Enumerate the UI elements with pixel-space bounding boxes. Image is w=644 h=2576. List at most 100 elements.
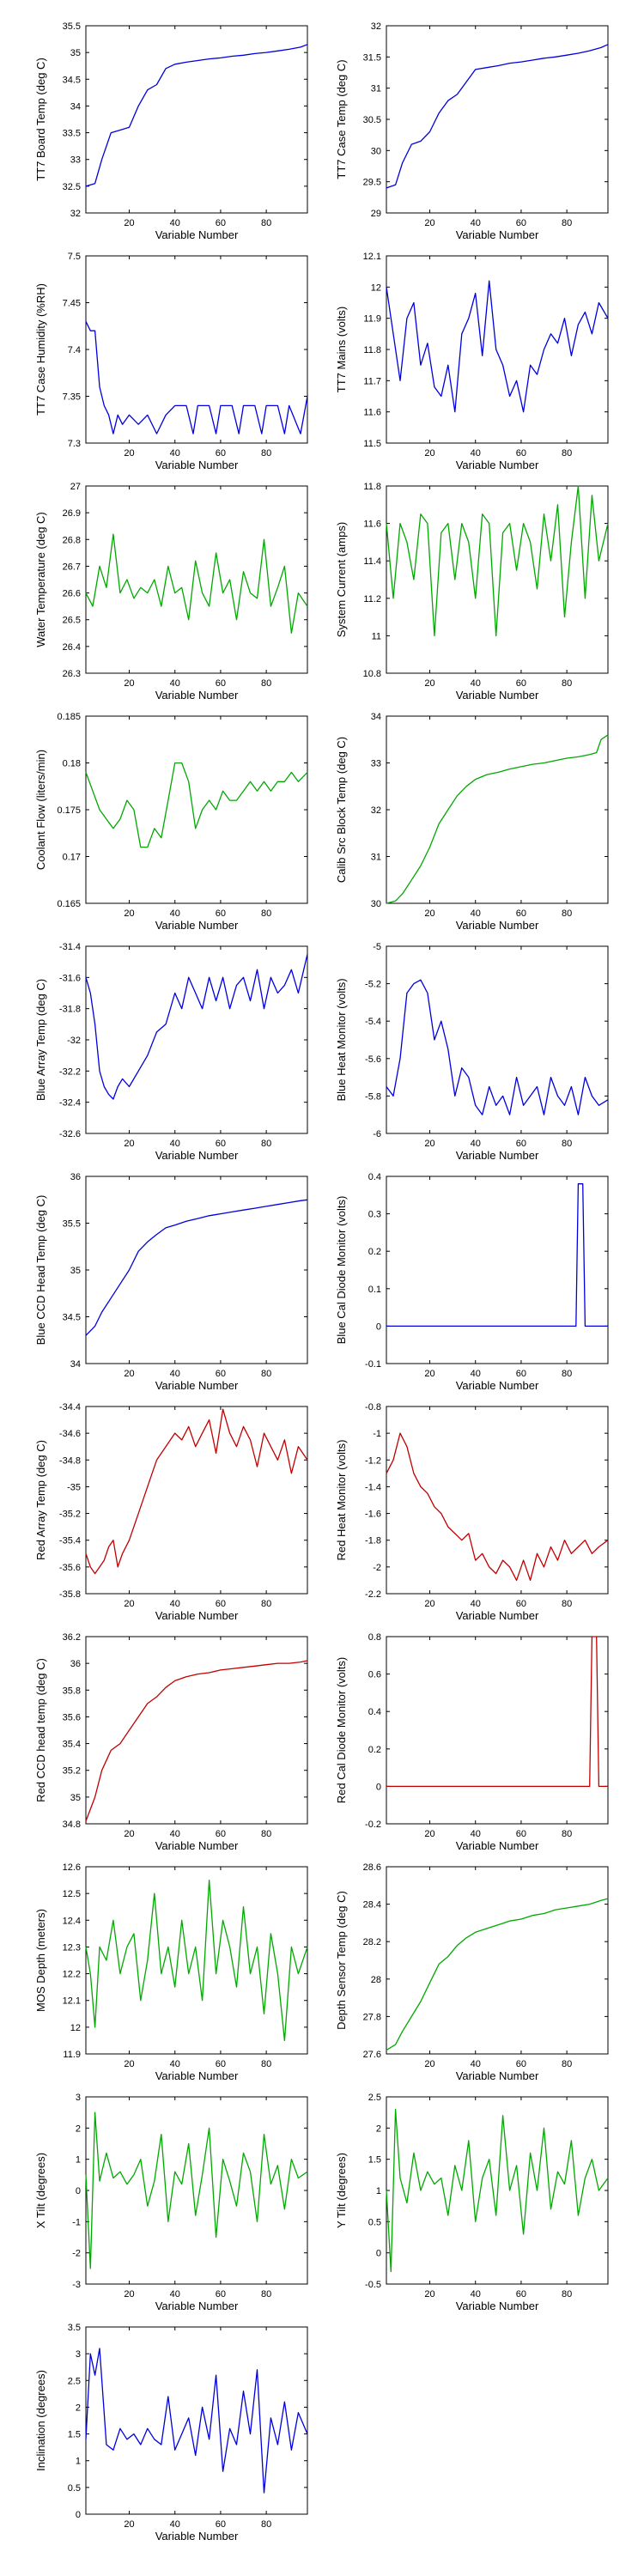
y-tick-label: -34.4	[59, 1402, 81, 1413]
y-tick-label: 11.7	[363, 376, 381, 386]
x-tick-label: 80	[261, 2519, 271, 2530]
y-tick-label: 0.17	[63, 853, 81, 863]
x-tick-label: 80	[261, 448, 271, 459]
y-tick-label: 35.5	[63, 1219, 81, 1230]
y-axis-label: MOS Depth (meters)	[34, 1909, 47, 2012]
x-tick-label: 20	[424, 678, 434, 689]
chart-panel-16: -0.2 0 0.2 0.4 0.6 0.8 20 40 60 80 Variable Number…	[335, 1632, 609, 1852]
plot-frame	[85, 485, 308, 674]
x-tick-label: 20	[124, 1139, 134, 1149]
x-tick-label: 80	[261, 218, 271, 228]
plot-frame	[85, 1866, 308, 2055]
y-tick-label: -35.2	[59, 1510, 81, 1520]
y-tick-label: 28.2	[363, 1937, 381, 1947]
x-tick-label: 80	[562, 1369, 572, 1379]
x-tick-label: 60	[516, 1829, 526, 1839]
x-tick-label: 40	[471, 1599, 481, 1609]
y-tick-label: 32	[371, 21, 381, 32]
y-tick-label: 34	[70, 101, 81, 112]
y-tick-label: 3.5	[68, 2323, 81, 2333]
plot-frame	[85, 1406, 308, 1595]
x-tick-label: 60	[516, 2289, 526, 2300]
plot-frame	[85, 1176, 308, 1364]
plot-frame	[85, 1636, 308, 1825]
plot-frame	[85, 25, 308, 214]
y-tick-label: -5	[373, 942, 381, 952]
x-tick-label: 80	[562, 2289, 572, 2300]
x-axis-label: Variable Number	[155, 2069, 239, 2082]
chart-panel-14: -2.2 -2 -1.8 -1.6 -1.4 -1.2 -1 -0.8 20 40 60 80 Vari…	[335, 1402, 609, 1622]
x-tick-label: 80	[562, 218, 572, 228]
y-tick-label: 35.8	[63, 1686, 81, 1696]
x-tick-label: 40	[170, 678, 180, 689]
y-tick-label: 12.3	[63, 1942, 81, 1953]
x-tick-label: 40	[170, 1829, 180, 1839]
y-tick-label: -32.4	[59, 1098, 81, 1109]
x-tick-label: 40	[471, 218, 481, 228]
y-tick-label: 0	[376, 1782, 381, 1792]
series-line	[85, 1199, 308, 1336]
x-tick-label: 80	[261, 1369, 271, 1379]
y-tick-label: 34.8	[63, 1820, 81, 1830]
y-tick-label: -3	[72, 2280, 81, 2290]
series-line	[386, 44, 609, 189]
y-tick-label: 12	[371, 283, 381, 293]
y-tick-label: 11	[372, 631, 381, 641]
y-tick-label: -5.6	[365, 1054, 381, 1065]
x-tick-label: 40	[471, 2289, 481, 2300]
chart-panel-1: 32 32.5 33 33.5 34 34.5 35 35.5 20 40 60 80 Variable…	[34, 21, 308, 241]
x-tick-label: 80	[261, 2059, 271, 2069]
y-tick-label: 35	[70, 48, 81, 58]
plot-frame	[386, 945, 609, 1134]
y-tick-label: 12	[70, 2023, 81, 2033]
y-tick-label: 31	[371, 853, 381, 863]
y-tick-label: 36	[70, 1659, 81, 1669]
series-line	[386, 1183, 608, 1327]
y-tick-label: 0	[76, 2186, 81, 2196]
series-line	[85, 1408, 308, 1575]
x-tick-label: 20	[124, 678, 134, 689]
x-tick-label: 60	[516, 448, 526, 459]
x-tick-label: 60	[216, 1139, 226, 1149]
x-tick-label: 20	[424, 1829, 434, 1839]
x-tick-label: 80	[261, 908, 271, 919]
y-tick-label: 26.6	[63, 589, 81, 599]
y-axis-label: TT7 Mains (volts)	[335, 307, 348, 392]
x-tick-label: 20	[124, 2519, 134, 2530]
chart-panel-5: 26.3 26.4 26.5 26.6 26.7 26.8 26.9 27 20 40 60 80 Va…	[34, 482, 308, 702]
x-tick-label: 40	[170, 1369, 180, 1379]
series-line	[386, 1898, 609, 2051]
y-tick-label: 29.5	[363, 178, 381, 188]
y-tick-label: -5.4	[365, 1017, 381, 1027]
x-axis-label: Variable Number	[456, 1379, 539, 1392]
y-tick-label: -1	[72, 2217, 81, 2227]
chart-panel-19: -3 -2 -1 0 1 2 3 20 40 60 80 Variable Number X Tilt …	[34, 2093, 308, 2312]
chart-panel-2: 29 29.5 30 30.5 31 31.5 32 20 40 60 80 Variable Num…	[335, 21, 609, 241]
y-axis-label: Water Temperature (deg C)	[34, 512, 47, 647]
x-tick-label: 40	[170, 2519, 180, 2530]
x-axis-label: Variable Number	[456, 919, 539, 932]
x-tick-label: 20	[424, 2059, 434, 2069]
x-axis-label: Variable Number	[155, 1609, 239, 1622]
chart-panel-9: -32.6 -32.4 -32.2 -32 -31.8 -31.6 -31.4 20 40 60 8…	[34, 942, 308, 1162]
x-tick-label: 40	[471, 678, 481, 689]
x-tick-label: 20	[124, 1369, 134, 1379]
y-tick-label: -5.2	[365, 980, 381, 990]
y-tick-label: 33.5	[63, 129, 81, 139]
y-tick-label: -0.2	[365, 1820, 381, 1830]
chart-panel-8: 30 31 32 33 34 20 40 60 80 Variable Number Calib S…	[335, 712, 609, 932]
y-tick-label: 0.18	[63, 759, 81, 769]
y-tick-label: 10.8	[363, 669, 381, 679]
y-tick-label: 7.3	[68, 439, 81, 449]
x-tick-label: 20	[424, 2289, 434, 2300]
series-line	[85, 533, 308, 634]
x-tick-label: 20	[424, 218, 434, 228]
y-tick-label: -35.6	[59, 1563, 81, 1573]
plot-frame	[386, 1866, 609, 2055]
y-tick-label: 34	[70, 1359, 81, 1370]
chart-panel-21: 0 0.5 1 1.5 2 2.5 3 3.5 20 40 60 80 Variable Number I…	[34, 2323, 308, 2543]
y-tick-label: -31.6	[59, 973, 81, 983]
x-tick-label: 60	[516, 1139, 526, 1149]
plot-frame	[386, 485, 609, 674]
y-tick-label: -1.6	[365, 1510, 381, 1520]
